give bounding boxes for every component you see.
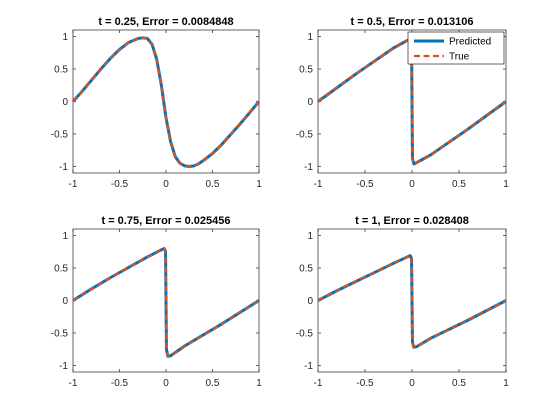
y-tick-label: 0.5 [299,65,313,76]
subplot-4: -1 -0.5 0 0.5 1 -1 -0.5 0 0.5 1 t = 1, Error = 0.0… [296,215,509,389]
axes-box [72,29,260,174]
y-tick-label: 0 [62,97,68,108]
x-tick-label: 1 [503,179,509,190]
y-tick-label: 0 [307,296,313,307]
x-tick-label: 0.5 [452,179,466,190]
subplot-title: t = 1, Error = 0.028408 [355,215,469,227]
y-tick-label: 0 [307,97,313,108]
x-tick-label: 0 [409,378,415,389]
subplot-title: t = 0.25, Error = 0.0084848 [98,16,233,28]
x-tick-label: 0.5 [452,378,466,389]
x-tick-label: -0.5 [111,378,129,389]
subplot-2: -1 -0.5 0 0.5 1 -1 -0.5 0 0.5 1 t = 0.5, Error = 0… [296,16,509,190]
y-tick-label: -0.5 [296,130,314,141]
y-tick-label: 1 [62,231,68,242]
y-tick-label: 0.5 [54,264,68,275]
x-tick-label: 0.5 [206,179,220,190]
y-tick-label: 1 [307,32,313,43]
x-tick-label: 1 [256,378,262,389]
y-tick-label: 1 [62,32,68,43]
x-tick-label: 0 [409,179,415,190]
y-tick-label: 0 [62,296,68,307]
y-tick-label: -0.5 [51,329,69,340]
x-tick-label: -1 [69,179,78,190]
x-tick-label: -0.5 [356,179,374,190]
y-tick-label: -1 [59,361,68,372]
x-tick-label: 0 [163,179,169,190]
y-tick-label: 0.5 [299,264,313,275]
y-tick-label: 0.5 [54,65,68,76]
x-tick-label: -0.5 [111,179,129,190]
legend-box [407,31,505,65]
subplot-3: -1 -0.5 0 0.5 1 -1 -0.5 0 0.5 1 t = 0.75, Error = … [51,215,262,389]
x-tick-label: -0.5 [356,378,374,389]
y-tick-label: -0.5 [51,130,69,141]
legend: Predicted True [407,31,505,65]
subplot-title: t = 0.5, Error = 0.013106 [351,16,474,28]
y-tick-label: -1 [304,361,313,372]
x-tick-label: -1 [69,378,78,389]
subplot-1: -1 -0.5 0 0.5 1 -1 -0.5 0 0.5 1 t = 0.25, Error = … [51,16,262,190]
x-tick-label: 0.5 [206,378,220,389]
series-line-true [317,38,507,165]
series-line-true [72,36,260,168]
x-tick-label: 0 [163,378,169,389]
x-tick-label: -1 [314,378,323,389]
y-tick-label: -0.5 [296,329,314,340]
y-tick-label: -1 [59,162,68,173]
x-tick-label: 1 [503,378,509,389]
y-tick-label: 1 [307,231,313,242]
y-tick-label: -1 [304,162,313,173]
x-tick-label: 1 [256,179,262,190]
x-tick-label: -1 [314,179,323,190]
series-line-true [72,247,260,358]
subplot-title: t = 0.75, Error = 0.025456 [101,215,230,227]
series-line-true [317,254,507,349]
legend-label-true: True [449,52,470,63]
legend-label-predicted: Predicted [449,37,491,48]
